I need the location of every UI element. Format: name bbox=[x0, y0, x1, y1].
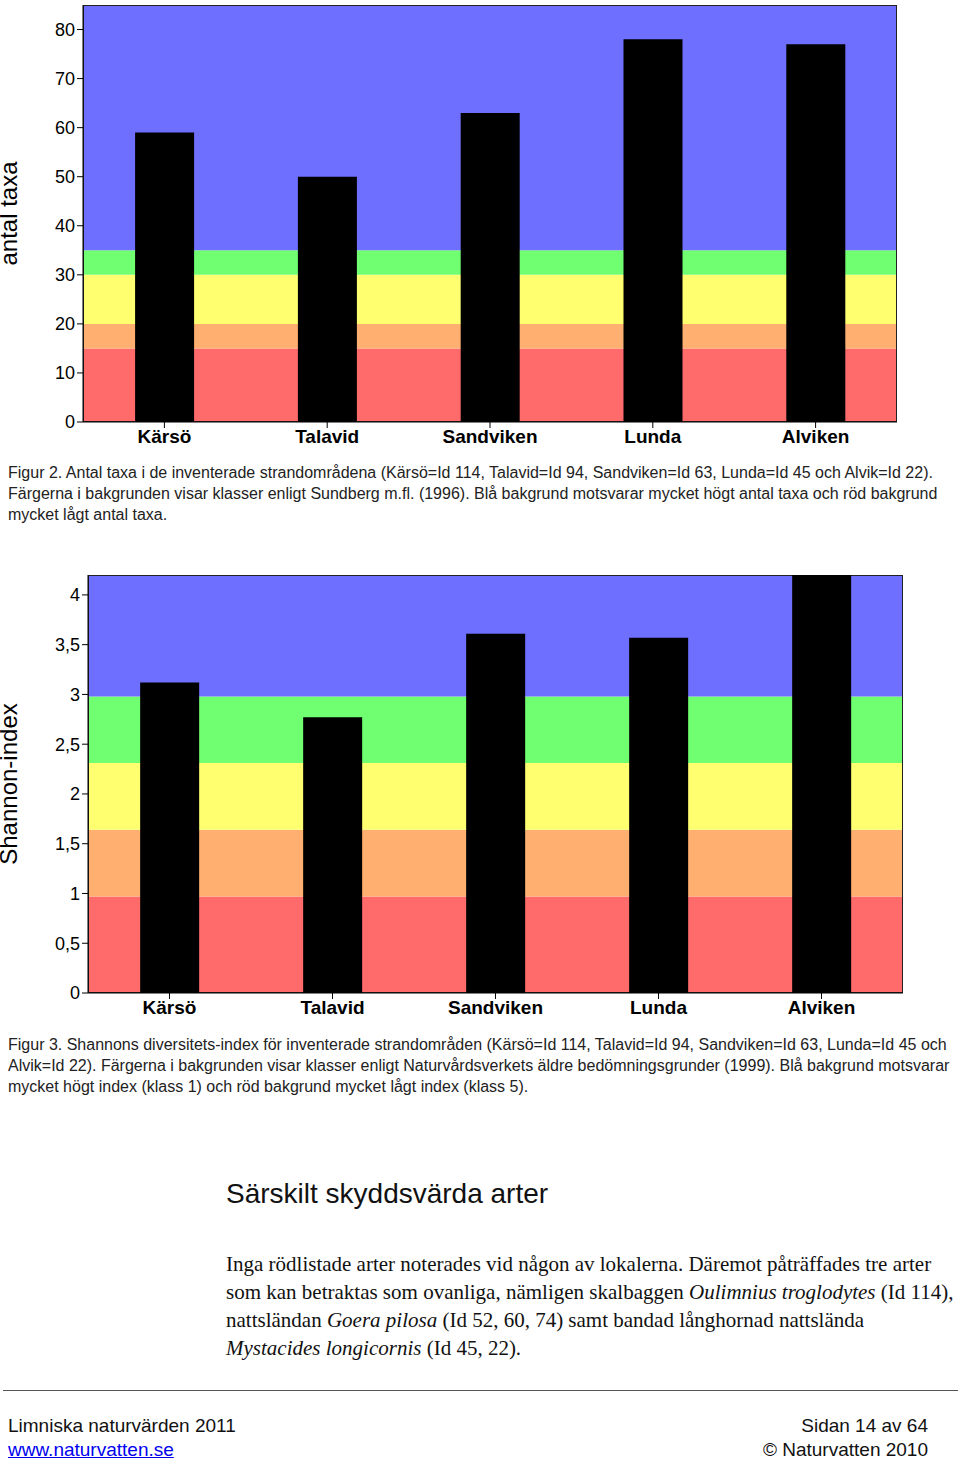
html-text:Sidan 14 av 64: Sidan 14 av 64 bbox=[801, 1415, 928, 1436]
svg-text:Kärsö: Kärsö bbox=[137, 426, 191, 447]
svg-text:Kärsö: Kärsö bbox=[143, 997, 197, 1018]
svg-text:Lunda: Lunda bbox=[630, 997, 687, 1018]
svg-text:Sandviken: Sandviken bbox=[442, 426, 537, 447]
svg-text:Sandviken: Sandviken bbox=[448, 997, 543, 1018]
svg-text:Talavid: Talavid bbox=[295, 426, 359, 447]
svg-text:antal taxa: antal taxa bbox=[8, 161, 22, 266]
svg-text:3: 3 bbox=[70, 685, 80, 705]
svg-text:10: 10 bbox=[55, 363, 75, 383]
svg-text:70: 70 bbox=[55, 69, 75, 89]
svg-text:4: 4 bbox=[70, 585, 80, 605]
svg-text:60: 60 bbox=[55, 118, 75, 138]
svg-text:Alviken: Alviken bbox=[788, 997, 856, 1018]
html-text:Mystacides longicornis (Id 45,: Mystacides longicornis (Id 45, 22). bbox=[226, 1336, 522, 1360]
html-text:www.naturvatten.se: www.naturvatten.se bbox=[8, 1439, 174, 1460]
svg-text:50: 50 bbox=[55, 167, 75, 187]
svg-text:Lunda: Lunda bbox=[624, 426, 681, 447]
svg-text:2,5: 2,5 bbox=[55, 735, 80, 755]
svg-text:0: 0 bbox=[70, 983, 80, 1003]
svg-text:20: 20 bbox=[55, 314, 75, 334]
svg-text:0,5: 0,5 bbox=[55, 934, 80, 954]
html-text:Inga rödlistade arter noterade: Inga rödlistade arter noterades vid någo… bbox=[226, 1252, 954, 1332]
svg-text:40: 40 bbox=[55, 216, 75, 236]
html-text:Figur 3. Shannons diversitets-: Figur 3. Shannons diversitets-index för … bbox=[8, 1036, 950, 1095]
html-text:Limniska naturvärden 2011: Limniska naturvärden 2011 bbox=[8, 1415, 236, 1436]
html-text:Särskilt skyddsvärda arter: Särskilt skyddsvärda arter bbox=[226, 1178, 549, 1209]
html-text:Figur 2. Antal taxa i de inven: Figur 2. Antal taxa i de inventerade str… bbox=[8, 464, 938, 523]
svg-text:Alviken: Alviken bbox=[782, 426, 850, 447]
svg-text:2: 2 bbox=[70, 784, 80, 804]
svg-text:1: 1 bbox=[70, 884, 80, 904]
svg-text:0: 0 bbox=[65, 412, 75, 432]
svg-text:Talavid: Talavid bbox=[300, 997, 364, 1018]
svg-text:30: 30 bbox=[55, 265, 75, 285]
html-text:© Naturvatten 2010: © Naturvatten 2010 bbox=[763, 1439, 928, 1460]
svg-text:3,5: 3,5 bbox=[55, 635, 80, 655]
svg-text:1,5: 1,5 bbox=[55, 834, 80, 854]
svg-text:Shannon-index: Shannon-index bbox=[8, 703, 22, 864]
svg-text:80: 80 bbox=[55, 20, 75, 40]
